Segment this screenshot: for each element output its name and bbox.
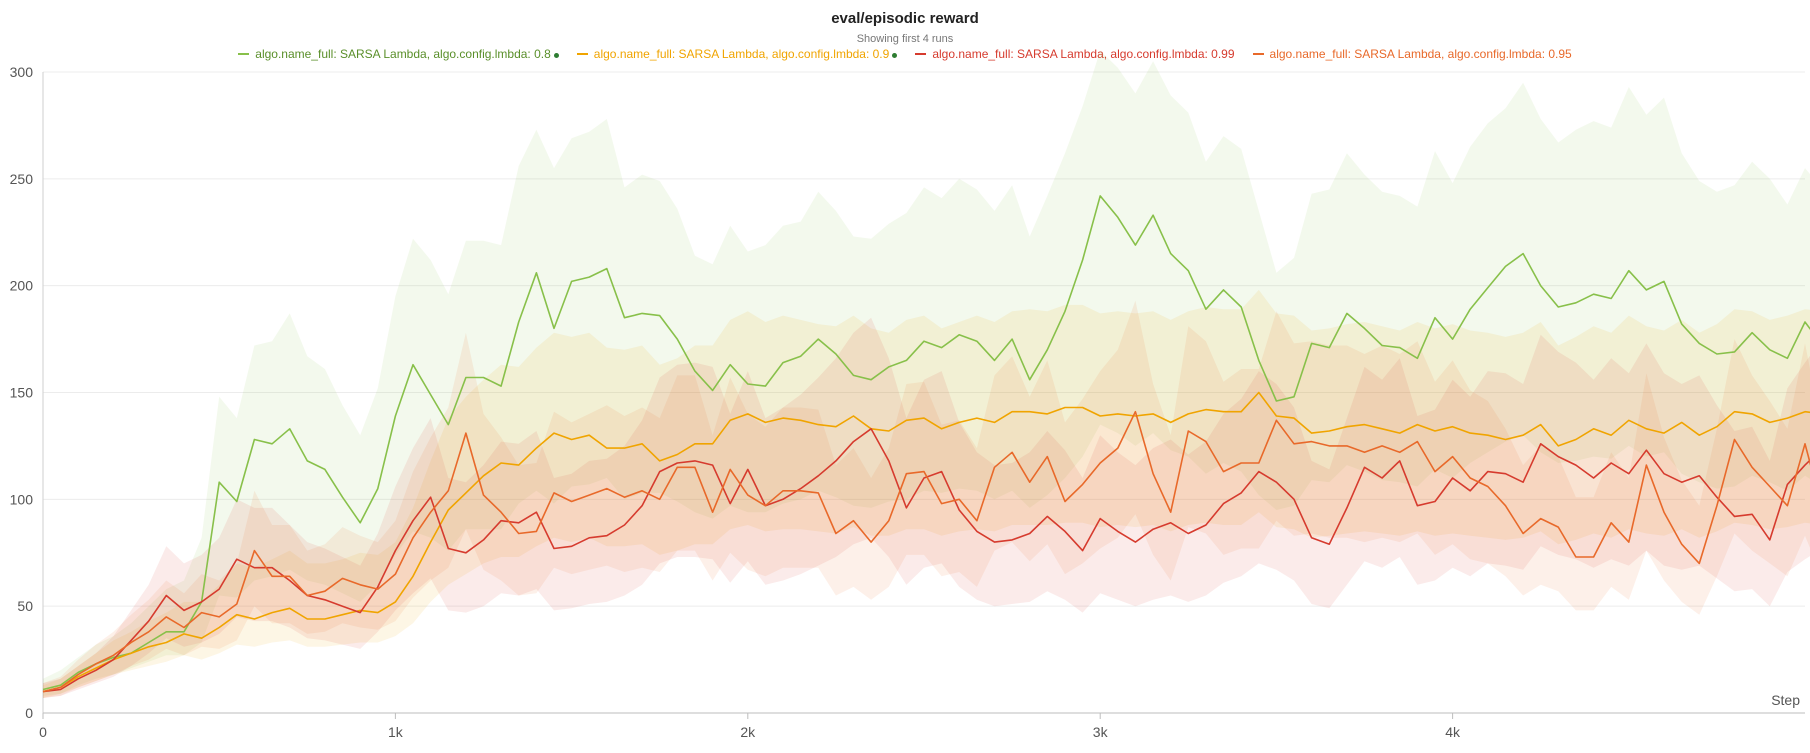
- x-tick-label: 2k: [740, 724, 756, 740]
- chart-title: eval/episodic reward: [831, 10, 979, 27]
- x-axis-label: Step: [1771, 692, 1800, 708]
- x-tick-label: 0: [39, 724, 47, 740]
- legend-item[interactable]: algo.name_full: SARSA Lambda, algo.confi…: [238, 47, 559, 61]
- x-tick-label: 4k: [1445, 724, 1461, 740]
- series-band-0: [43, 50, 1810, 696]
- series-band-2: [43, 317, 1810, 698]
- series-band-3: [43, 300, 1810, 698]
- legend: algo.name_full: SARSA Lambda, algo.confi…: [0, 47, 1810, 61]
- y-tick-label: 300: [10, 64, 34, 80]
- legend-label: algo.name_full: SARSA Lambda, algo.confi…: [932, 47, 1235, 61]
- series-line-3: [42, 410, 1810, 693]
- x-tick-label: 3k: [1093, 724, 1109, 740]
- legend-item[interactable]: algo.name_full: SARSA Lambda, algo.confi…: [1252, 47, 1572, 61]
- y-tick-label: 100: [10, 491, 34, 507]
- series-line-2: [42, 427, 1810, 693]
- legend-status-dot: [553, 53, 559, 58]
- y-tick-label: 150: [10, 385, 34, 401]
- legend-status-dot: [892, 53, 898, 58]
- x-tick-label: 1k: [388, 724, 404, 740]
- y-tick-label: 50: [17, 598, 33, 614]
- legend-label: algo.name_full: SARSA Lambda, algo.confi…: [255, 47, 559, 61]
- legend-swatch: [915, 53, 927, 55]
- series-line-0: [42, 195, 1810, 691]
- chart-subtitle: Showing first 4 runs: [856, 33, 954, 45]
- legend-label: algo.name_full: SARSA Lambda, algo.confi…: [594, 47, 898, 61]
- legend-swatch: [576, 53, 588, 55]
- legend-item[interactable]: algo.name_full: SARSA Lambda, algo.confi…: [915, 47, 1235, 61]
- legend-swatch: [1252, 53, 1264, 55]
- y-tick-label: 200: [10, 278, 34, 294]
- legend-item[interactable]: algo.name_full: SARSA Lambda, algo.confi…: [576, 47, 898, 61]
- series-band-1: [43, 289, 1810, 698]
- series-line-1: [42, 391, 1810, 693]
- legend-label: algo.name_full: SARSA Lambda, algo.confi…: [1269, 47, 1572, 61]
- y-tick-label: 250: [10, 171, 34, 187]
- legend-swatch: [238, 53, 250, 55]
- y-tick-label: 0: [25, 705, 33, 721]
